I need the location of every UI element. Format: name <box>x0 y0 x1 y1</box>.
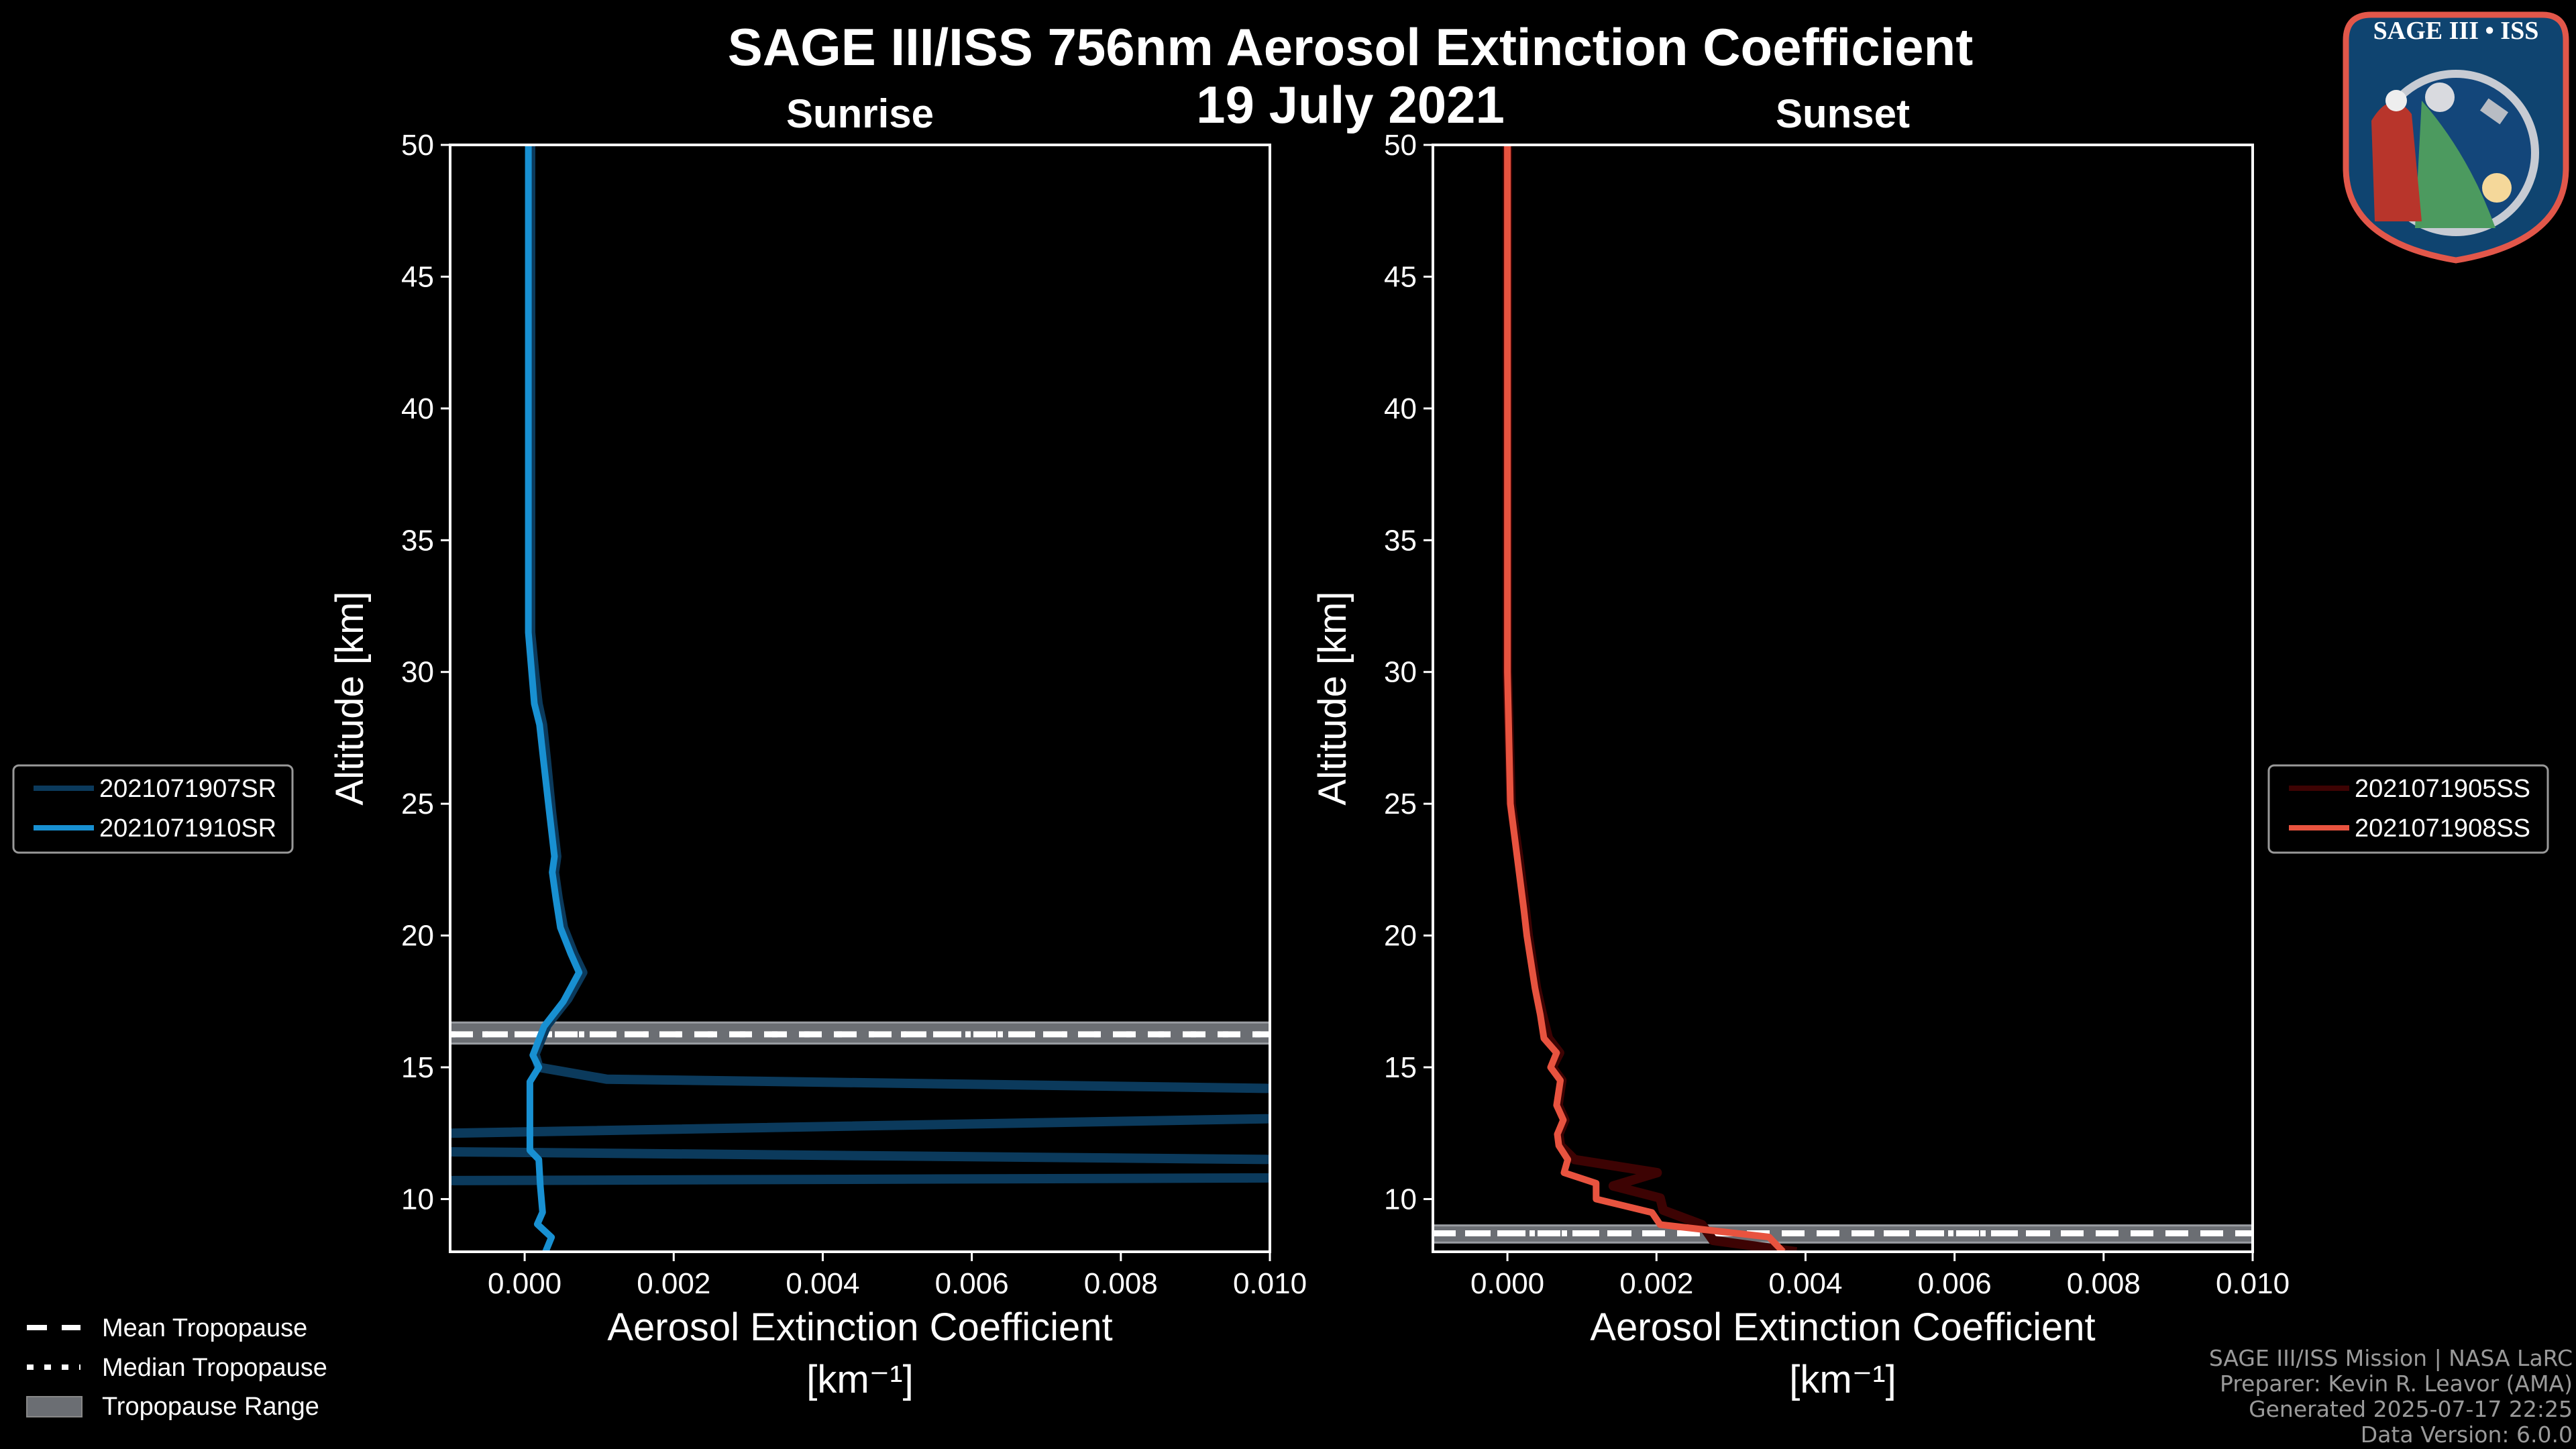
median-tropopause-label: Median Tropopause <box>102 1354 327 1382</box>
sunrise-x-tick-label: 0.000 <box>488 1267 561 1300</box>
footer-mission: SAGE III/ISS Mission | NASA LaRC <box>2209 1345 2573 1371</box>
sunrise-legend: 2021071907SR 2021071910SR <box>12 764 294 854</box>
footer-credits: SAGE III/ISS Mission | NASA LaRC Prepare… <box>2209 1345 2573 1448</box>
sunset-plot-area <box>1433 145 2253 1252</box>
sunrise-plot-area <box>450 145 1270 1252</box>
sunrise-y-tick-label: 15 <box>401 1051 434 1084</box>
sage-iii-iss-mission-logo: SAGE III • ISS <box>2343 11 2569 264</box>
sunrise-y-tick-label: 45 <box>401 260 434 293</box>
sunset-x-tick-label: 0.000 <box>1470 1267 1544 1300</box>
series-line-2021071910SR <box>525 145 583 1252</box>
sunset-y-tick-label: 35 <box>1384 524 1417 557</box>
figure-title: SAGE III/ISS 756nm Aerosol Extinction Co… <box>728 17 1974 76</box>
sunset-y-tick-label: 40 <box>1384 392 1417 425</box>
sunrise-y-tick-label: 25 <box>401 788 434 820</box>
mean-tropopause-label: Mean Tropopause <box>102 1314 307 1342</box>
sunrise-axes-frame <box>449 144 1271 1253</box>
sunset-y-axis-label: Altitude [km] <box>1311 591 1354 805</box>
sunset-x-tick-label: 0.010 <box>2216 1267 2290 1300</box>
svg-text:SAGE III • ISS: SAGE III • ISS <box>2373 17 2539 45</box>
sunset-y-tick-label: 10 <box>1384 1183 1417 1216</box>
sunset-x-tick-label: 0.002 <box>1619 1267 1693 1300</box>
figure-date: 19 July 2021 <box>1196 75 1505 134</box>
sunrise-x-tick-label: 0.008 <box>1084 1267 1158 1300</box>
tropopause-legend: Mean Tropopause Median Tropopause Tropop… <box>26 1314 327 1421</box>
sunrise-x-axis-label: Aerosol Extinction Coefficient <box>607 1305 1112 1349</box>
sunrise-x-tick-label: 0.006 <box>935 1267 1009 1300</box>
sunset-x-tick-label: 0.008 <box>2067 1267 2141 1300</box>
legend-label-05SS: 2021071905SS <box>2355 775 2530 803</box>
footer-data-version: Data Version: 6.0.0 <box>2361 1421 2573 1448</box>
sunset-y-tick-label: 25 <box>1384 788 1417 820</box>
sunset-legend: 2021071905SS 2021071908SS <box>2267 764 2549 854</box>
sunset-x-axis-units: [km⁻¹] <box>1789 1358 1896 1401</box>
sunrise-x-tick-label: 0.010 <box>1233 1267 1307 1300</box>
sunset-x-axis-label: Aerosol Extinction Coefficient <box>1590 1305 2095 1349</box>
sunset-y-tick-label: 50 <box>1384 129 1417 162</box>
tropopause-range-label: Tropopause Range <box>102 1393 319 1421</box>
sunrise-x-tick-label: 0.002 <box>637 1267 710 1300</box>
sunset-x-tick-label: 0.006 <box>1918 1267 1992 1300</box>
sunset-x-tick-label: 0.004 <box>1768 1267 1842 1300</box>
sunrise-x-tick-label: 0.004 <box>786 1267 859 1300</box>
legend-label-08SS: 2021071908SS <box>2355 814 2530 843</box>
sunset-plot-content <box>1433 145 2253 1252</box>
footer-generated: Generated 2025-07-17 22:25 <box>2249 1396 2573 1422</box>
sunrise-y-tick-label: 40 <box>401 392 434 425</box>
series-line-2021071908SS <box>1504 145 1786 1252</box>
sunset-axes-frame <box>1432 144 2254 1253</box>
sunrise-y-tick-label: 20 <box>401 920 434 953</box>
sunset-subplot-title: Sunset <box>1776 91 1910 136</box>
sunset-panel: 0.000 0.002 0.004 0.006 0.008 0.010 10 15 20 25 30… <box>1311 91 2290 1401</box>
footer-preparer: Preparer: Kevin R. Leavor (AMA) <box>2220 1371 2573 1397</box>
sunrise-plot-content <box>450 145 1270 1252</box>
sunrise-y-tick-label: 35 <box>401 524 434 557</box>
sunrise-panel: 0.000 0.002 0.004 0.006 0.008 0.010 10 15 20 25 30… <box>328 91 1307 1401</box>
sunset-y-tick-label: 30 <box>1384 656 1417 689</box>
tropopause-range-swatch <box>26 1396 83 1417</box>
sunset-y-tick-label: 20 <box>1384 920 1417 953</box>
sunrise-y-tick-label: 30 <box>401 656 434 689</box>
sunrise-x-axis-units: [km⁻¹] <box>806 1358 913 1401</box>
sunset-y-tick-label: 45 <box>1384 260 1417 293</box>
legend-label-10SR: 2021071910SR <box>99 814 276 843</box>
sunrise-subplot-title: Sunrise <box>786 91 934 136</box>
sunrise-y-axis-label: Altitude [km] <box>328 591 372 805</box>
legend-label-07SR: 2021071907SR <box>99 775 276 803</box>
sunset-y-tick-label: 15 <box>1384 1051 1417 1084</box>
sunrise-y-tick-label: 50 <box>401 129 434 162</box>
sunrise-y-tick-label: 10 <box>401 1183 434 1216</box>
